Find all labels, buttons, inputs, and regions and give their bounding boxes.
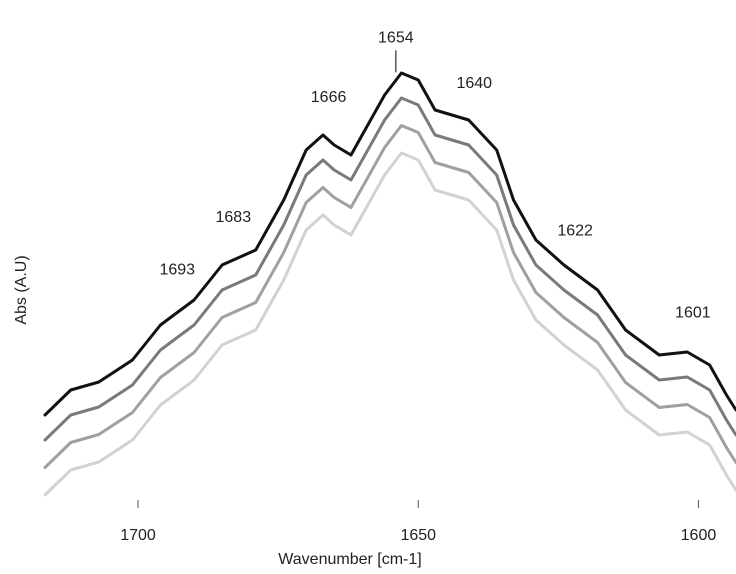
x-tick-label: 1600 — [681, 527, 717, 544]
y-axis-label: Abs (A.U) — [13, 255, 30, 324]
x-tick-label: 1700 — [120, 527, 156, 544]
spectrum-line — [43, 96, 736, 442]
peak-label: 1654 — [378, 30, 414, 47]
spectrum-line — [43, 151, 736, 497]
peak-label: 1640 — [456, 75, 492, 92]
x-tick-label: 1650 — [400, 527, 436, 544]
x-axis-label: Wavenumber [cm-1] — [278, 551, 421, 568]
peak-label: 1666 — [311, 89, 347, 106]
spectrum-line — [43, 124, 736, 469]
peak-label: 1693 — [159, 262, 195, 279]
peak-label: 1683 — [216, 209, 252, 226]
spectrum-line — [43, 71, 736, 417]
peak-label: 1622 — [557, 223, 593, 240]
peak-label: 1601 — [675, 304, 711, 321]
